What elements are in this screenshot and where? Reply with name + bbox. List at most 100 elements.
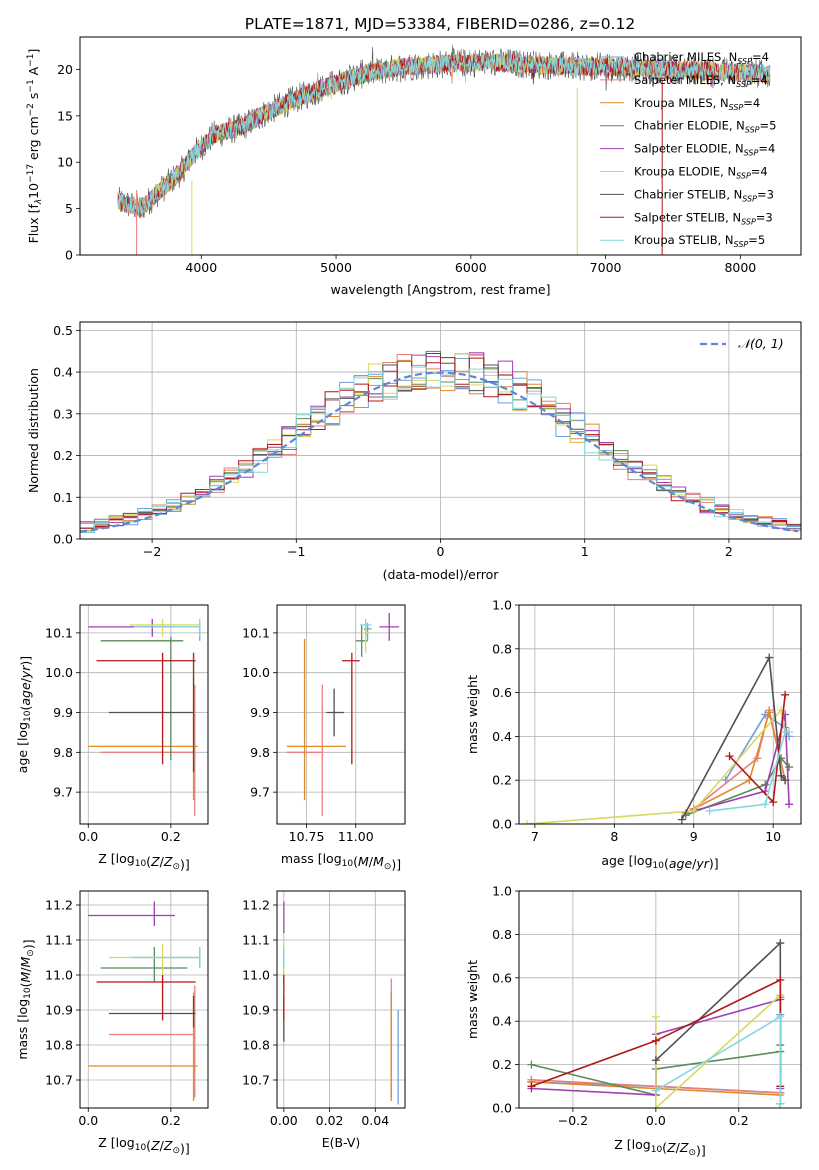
label-part: 10	[23, 710, 33, 722]
legend-sub: SSP	[744, 149, 759, 158]
axes-frame	[518, 604, 802, 825]
y-axis-label: age [log10(age/yr)]	[15, 656, 33, 773]
y-tick-label: 10.7	[242, 1073, 270, 1088]
y-tick-label: 0.0	[492, 1101, 512, 1116]
y-tick-label: 0.2	[492, 773, 512, 788]
mass-weight-marker	[765, 708, 774, 717]
normal-curve	[80, 371, 799, 533]
label-part: (	[664, 856, 669, 871]
label-part: age	[669, 856, 693, 871]
y-tick-label: 0.4	[53, 365, 73, 380]
y-tick-label: 10.1	[45, 625, 73, 640]
label-part: )]	[709, 856, 719, 871]
panel-Z-massweight: −0.2 0.0 0.20.00.20.40.60.81.0Z [log10(Z/Z…	[465, 884, 802, 1158]
y-tick-label: 5	[65, 201, 73, 216]
label-part: )]	[180, 1141, 190, 1156]
y-label-part: ]	[26, 49, 41, 54]
axes-frame	[276, 890, 406, 1109]
label-part: 10	[135, 1143, 147, 1153]
label-part: 10	[653, 861, 665, 871]
legend-text: Kroupa MILES, N	[634, 96, 729, 110]
label-part: yr	[18, 665, 33, 679]
mass-weight-marker	[725, 752, 734, 761]
label-part: ⊙	[384, 862, 392, 872]
x-axis-label: Z [log10(Z/Z⊙)]	[98, 1135, 190, 1156]
panel-Z-mass: 0.0 0.210.710.810.911.011.111.2Z [log10(Z…	[15, 890, 209, 1156]
x-tick-label: −2	[143, 544, 161, 559]
mass-weight-marker	[705, 806, 714, 815]
mass-weight-line-6	[681, 654, 786, 820]
legend-entry: Chabrier STELIB, NSSP=3	[634, 187, 774, 203]
label-part: (	[18, 983, 33, 988]
mass-weight-marker	[651, 1012, 660, 1021]
label-part: (	[146, 1138, 151, 1153]
label-part: Z [log	[98, 851, 134, 866]
label-part: age [log	[15, 722, 30, 773]
legend-text: Chabrier ELODIE, N	[634, 119, 745, 133]
mass-weight-marker	[785, 763, 794, 772]
label-part: ⊙	[688, 1148, 696, 1158]
legend-entry: Kroupa ELODIE, NSSP=4	[634, 165, 768, 181]
mass-weight-marker	[527, 1082, 536, 1091]
mass-weight-marker	[769, 798, 778, 807]
axes-frame	[518, 890, 802, 1109]
legend-eq: =4	[751, 73, 768, 87]
panel-residuals: −2 −1 0 1 2 0.0 0.1 0.2 0.3 0.4 0.5 𝒩(0, 1) (data-mo…	[26, 321, 802, 582]
x-tick-label: 7000	[590, 260, 622, 275]
label-part: 10	[651, 1145, 663, 1155]
legend-text: Kroupa ELODIE, N	[634, 165, 736, 179]
label-part: Z [log	[614, 1137, 650, 1152]
legend-entry: 𝒩(0, 1)	[738, 336, 784, 351]
y-tick-label: 11.0	[242, 968, 270, 983]
label-part: yr	[695, 856, 709, 871]
y-tick-label: 0.5	[53, 323, 73, 338]
label-part: M	[358, 854, 369, 869]
plot-area	[283, 901, 399, 1105]
label-part: ⊙	[172, 1146, 180, 1156]
legend-sub: SSP	[736, 172, 751, 181]
label-part: 10	[135, 859, 147, 869]
x-tick-label: 0.0	[78, 1113, 98, 1128]
legend-entry: Chabrier MILES, NSSP=4	[634, 50, 769, 66]
legend-text: Salpeter ELODIE, N	[634, 142, 744, 156]
y-tick-label: 11.0	[45, 968, 73, 983]
legend-entry: Kroupa STELIB, NSSP=5	[634, 233, 765, 249]
y-label-part: −17	[26, 164, 36, 183]
y-tick-label: 9.8	[53, 745, 73, 760]
y-tick-label: 9.9	[53, 705, 73, 720]
x-tick-label: 0.2	[729, 1113, 749, 1128]
x-axis-label: wavelength [Angstrom, rest frame]	[330, 282, 550, 297]
y-label-part: s	[26, 93, 41, 104]
spectrum-line-8	[117, 53, 771, 217]
mass-weight-marker	[677, 815, 686, 824]
mass-weight-line-5	[526, 708, 786, 824]
x-tick-label: 0.0	[646, 1113, 666, 1128]
label-part: /	[369, 854, 374, 869]
y-axis-label: Flux [fλ10−17 erg cm−2 s−1 A−1]	[26, 49, 44, 244]
mass-weight-line-5	[655, 994, 781, 1108]
legend-text: Chabrier MILES, N	[634, 50, 737, 64]
legend-entry: Salpeter MILES, NSSP=4	[634, 73, 768, 89]
y-label-part: Flux [f	[26, 204, 41, 244]
legend-entry: Salpeter STELIB, NSSP=3	[634, 210, 773, 226]
legend-eq: =4	[758, 142, 775, 156]
label-part: (	[353, 854, 358, 869]
figure-title: PLATE=1871, MJD=53384, FIBERID=0286, z=0…	[245, 15, 635, 33]
plot-area	[88, 618, 201, 817]
x-tick-label: 10	[765, 829, 781, 844]
y-tick-label: 9.7	[250, 785, 270, 800]
y-label-part: A	[26, 66, 41, 79]
y-axis-label: mass weight	[465, 960, 480, 1039]
y-tick-label: 10.8	[45, 1038, 73, 1053]
y-tick-label: 10.8	[242, 1038, 270, 1053]
y-tick-label: 0.6	[492, 970, 512, 985]
legend-text: Salpeter MILES, N	[634, 73, 736, 87]
label-part: mass [log	[15, 999, 30, 1060]
y-tick-label: 10.0	[45, 665, 73, 680]
y-tick-label: 10.7	[45, 1073, 73, 1088]
legend-sub: SSP	[741, 217, 756, 226]
panel-EBV-mass: 0.00 0.02 0.04 10.7 10.8 10.9 11.0 11.1 11.2 E(B-…	[242, 890, 406, 1150]
